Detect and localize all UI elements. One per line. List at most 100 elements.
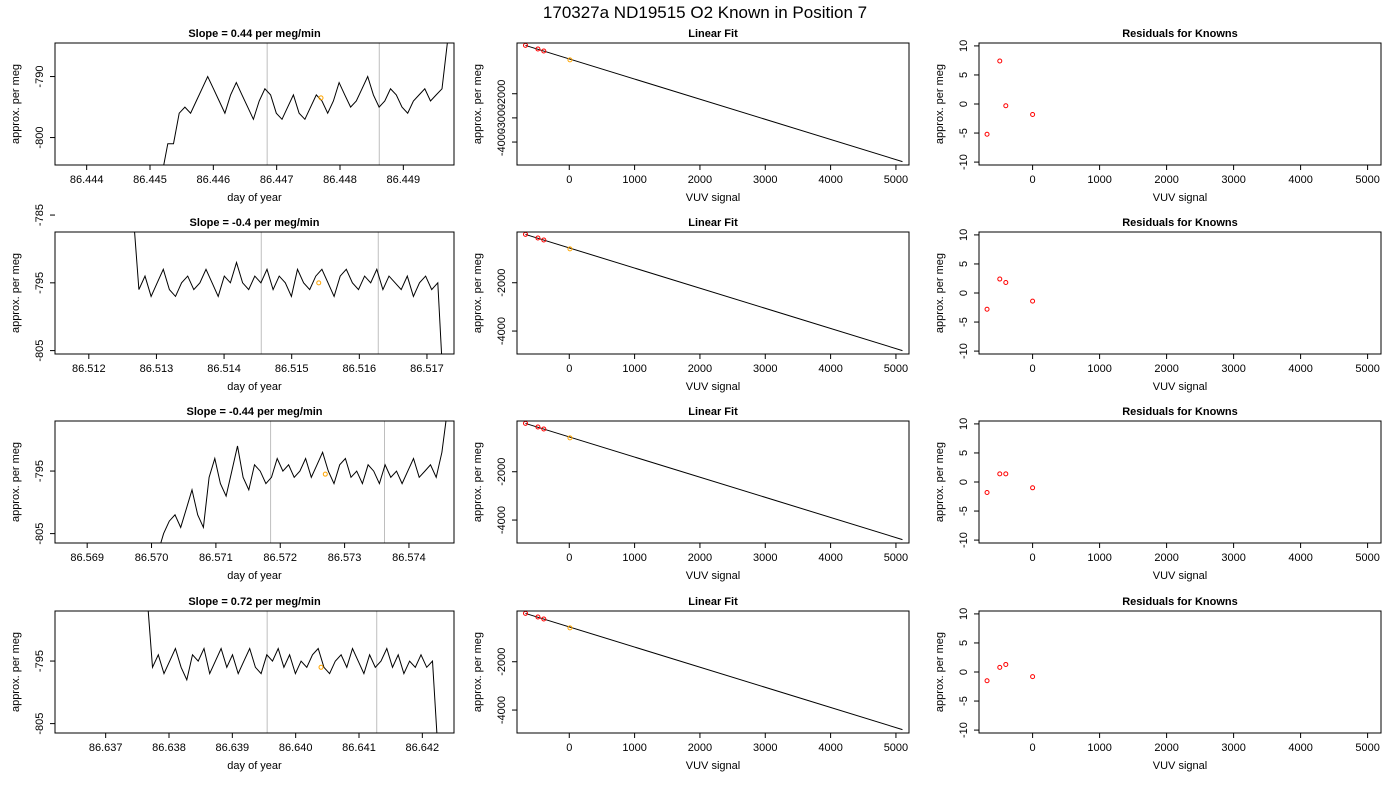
data-point	[567, 246, 573, 252]
x-tick-label: 1000	[1087, 552, 1111, 564]
plot-frame	[54, 610, 455, 734]
panel-title: Slope = -0.44 per meg/min	[186, 406, 322, 418]
x-tick-label: 86.517	[410, 363, 444, 375]
x-tick-label: 4000	[1288, 174, 1312, 186]
plot-data	[522, 611, 903, 731]
data-point	[541, 237, 547, 243]
chart-panel-5: Linear Fit VUV signal approx. per meg 0 1000…	[472, 217, 910, 393]
y-tick-label: 0	[958, 669, 970, 675]
fit-line	[525, 422, 903, 541]
x-tick-label: 5000	[884, 742, 908, 754]
y-tick-label: 0	[958, 479, 970, 485]
x-tick-label: 0	[566, 742, 572, 754]
series-line	[160, 421, 447, 543]
x-tick-label: 2000	[1154, 174, 1178, 186]
panel-title: Linear Fit	[688, 217, 738, 229]
plot-data	[134, 232, 443, 354]
chart-panel-2: Linear Fit VUV signal approx. per meg 0 1000…	[472, 28, 910, 204]
chart-panel-6: Residuals for Knowns VUV signal approx. pe…	[934, 217, 1382, 393]
x-tick-label: 4000	[818, 363, 842, 375]
x-tick-label: 86.445	[133, 174, 167, 186]
y-axis-label: approx. per meg	[472, 442, 484, 522]
y-tick-label: -4000	[496, 696, 508, 724]
chart-panel-8: Linear Fit VUV signal approx. per meg 0 1000…	[472, 406, 910, 582]
x-tick-label: 2000	[688, 742, 712, 754]
x-tick-label: 4000	[1288, 552, 1312, 564]
chart-panel-3: Residuals for Knowns VUV signal approx. pe…	[934, 28, 1382, 204]
x-tick-label: 86.569	[70, 552, 104, 564]
x-tick-label: 2000	[1154, 552, 1178, 564]
x-tick-label: 0	[566, 552, 572, 564]
y-tick-label: -805	[34, 713, 46, 735]
y-tick-label: -795	[34, 650, 46, 672]
y-tick-label: 10	[958, 418, 970, 430]
x-tick-label: 0	[1030, 174, 1036, 186]
plot-data	[984, 276, 1036, 312]
x-tick-label: 2000	[688, 363, 712, 375]
plot-frame	[54, 231, 455, 355]
plot-frame	[516, 420, 910, 544]
x-tick-label: 0	[1030, 742, 1036, 754]
x-tick-label: 1000	[1087, 742, 1111, 754]
fit-line	[525, 233, 903, 352]
y-axis-label: approx. per meg	[10, 253, 22, 333]
x-tick-label: 86.447	[260, 174, 294, 186]
x-tick-label: 86.571	[199, 552, 233, 564]
plot-frame	[516, 42, 910, 166]
x-tick-label: 86.513	[140, 363, 174, 375]
y-axis-label: approx. per meg	[10, 442, 22, 522]
data-point	[984, 678, 990, 684]
plot-frame	[978, 420, 1382, 544]
plot-frame	[516, 231, 910, 355]
data-point	[1030, 111, 1036, 117]
data-point	[567, 57, 573, 63]
x-axis-label: day of year	[227, 381, 282, 393]
x-axis-label: VUV signal	[686, 192, 740, 204]
panel-title: Slope = 0.72 per meg/min	[188, 596, 321, 608]
y-tick-label: 10	[958, 229, 970, 241]
y-tick-label: -3000	[496, 104, 508, 132]
y-tick-label: -790	[34, 66, 46, 88]
series-line	[163, 43, 448, 165]
panels: Slope = 0.44 per meg/min day of year appro…	[10, 28, 1382, 772]
y-tick-label: -800	[34, 127, 46, 149]
panel-title: Linear Fit	[688, 406, 738, 418]
x-tick-label: 5000	[1355, 742, 1379, 754]
x-tick-label: 0	[566, 363, 572, 375]
plot-data	[522, 421, 903, 541]
y-tick-label: -5	[958, 506, 970, 516]
figure-title: 170327a ND19515 O2 Known in Position 7	[543, 3, 867, 22]
data-point	[997, 276, 1003, 282]
data-point	[535, 46, 541, 52]
x-tick-label: 2000	[688, 174, 712, 186]
x-tick-label: 3000	[1221, 174, 1245, 186]
data-point	[1003, 103, 1009, 109]
y-tick-label: -4000	[496, 128, 508, 156]
plot-data	[984, 58, 1036, 137]
y-axis-label: approx. per meg	[934, 64, 946, 144]
y-axis-label: approx. per meg	[472, 64, 484, 144]
data-point	[535, 235, 541, 241]
x-axis-label: day of year	[227, 192, 282, 204]
data-point	[997, 58, 1003, 64]
y-tick-label: -5	[958, 696, 970, 706]
data-point	[984, 131, 990, 137]
y-axis-label: approx. per meg	[934, 632, 946, 712]
known-marker	[316, 280, 322, 286]
x-tick-label: 0	[566, 174, 572, 186]
y-axis-label: approx. per meg	[934, 442, 946, 522]
plot-data	[163, 43, 448, 165]
y-tick-label: 10	[958, 40, 970, 52]
x-tick-label: 86.444	[70, 174, 104, 186]
panel-title: Slope = -0.4 per meg/min	[190, 217, 320, 229]
x-tick-label: 86.448	[323, 174, 357, 186]
x-tick-label: 86.573	[328, 552, 362, 564]
x-tick-label: 5000	[884, 363, 908, 375]
x-axis-label: VUV signal	[1153, 760, 1207, 772]
plot-frame	[978, 231, 1382, 355]
x-tick-label: 5000	[884, 174, 908, 186]
x-axis-label: VUV signal	[1153, 570, 1207, 582]
x-tick-label: 5000	[1355, 174, 1379, 186]
data-point	[535, 424, 541, 430]
